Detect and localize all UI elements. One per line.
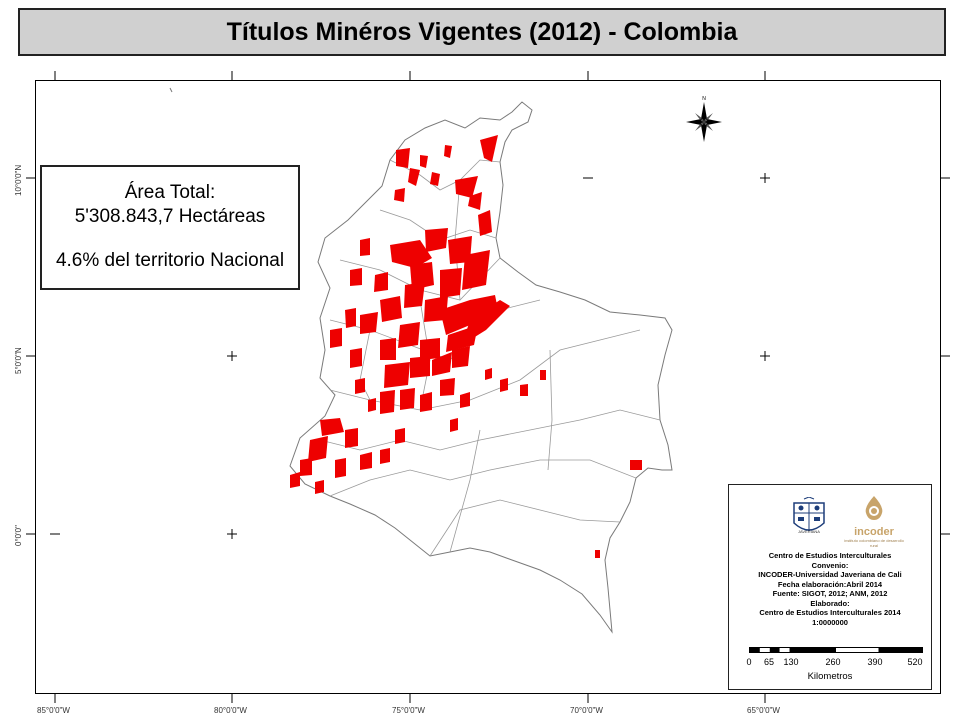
lat-label-5n: 5°0'0"N — [14, 347, 23, 374]
lon-label-70w: 70°0'0"W — [570, 706, 603, 715]
scale-label: 130 — [783, 657, 799, 667]
javeriana-logo-icon — [793, 497, 825, 531]
lon-label-75w: 75°0'0"W — [392, 706, 425, 715]
scale-label: 520 — [907, 657, 923, 667]
map-title: Títulos Minéros Vigentes (2012) - Colomb… — [18, 8, 946, 56]
credit-line: 1:0000000 — [812, 617, 848, 627]
area-total-hectares: 5'308.843,7 Hectáreas — [74, 206, 266, 227]
incoder-logo-subtitle: instituto colombiano de desarrollo rural — [844, 538, 904, 548]
credit-line: Convenio: — [811, 560, 849, 570]
incoder-logo: incoder instituto colombiano de desarrol… — [844, 495, 904, 550]
frame-ticks — [26, 71, 950, 703]
credit-line: Fecha elaboración:Abril 2014 — [777, 579, 883, 589]
credit-line: INCODER-Universidad Javeriana de Cali — [758, 570, 902, 579]
scale-labels: 0 65 130 260 390 520 — [729, 657, 931, 669]
legend-box: JAVERIANA incoder instituto colombiano d… — [728, 484, 932, 690]
credits-text: Centro de Estudios Interculturales Conve… — [729, 551, 931, 627]
javeriana-logo-text: JAVERIANA — [798, 529, 820, 534]
credit-line: Centro de Estudios Interculturales 2014 — [759, 608, 901, 617]
area-total-heading: Área Total: — [124, 182, 216, 203]
scale-bar — [749, 647, 923, 653]
credit-line: Centro de Estudios Interculturales — [768, 551, 892, 560]
lon-label-65w: 65°0'0"W — [747, 706, 780, 715]
credit-line: Elaborado: — [810, 598, 850, 608]
area-total-box: Área Total: 5'308.843,7 Hectáreas 4.6% d… — [40, 165, 300, 290]
scale-unit: Kilometros — [807, 671, 853, 682]
credit-line: Fuente: SIGOT, 2012; ANM, 2012 — [772, 589, 888, 598]
scale-label: 390 — [867, 657, 883, 667]
area-total-percent: 4.6% del territorio Nacional — [55, 250, 285, 271]
colombia-outline — [289, 101, 673, 634]
lon-label-80w: 80°0'0"W — [214, 706, 247, 715]
lon-label-85w: 85°0'0"W — [37, 706, 70, 715]
scale-label: 0 — [746, 657, 752, 667]
incoder-drop-icon — [865, 496, 883, 520]
lat-label-10n: 10°0'0"N — [14, 164, 23, 196]
lat-label-0: 0°0'0" — [14, 525, 23, 546]
san-andres-islands — [169, 87, 173, 93]
incoder-logo-text: incoder — [854, 526, 894, 538]
scale-label: 65 — [763, 657, 775, 667]
scale-label: 260 — [825, 657, 841, 667]
svg-text:N: N — [702, 96, 706, 102]
mining-titles-layer — [290, 135, 642, 558]
north-arrow-icon: N — [686, 96, 722, 142]
